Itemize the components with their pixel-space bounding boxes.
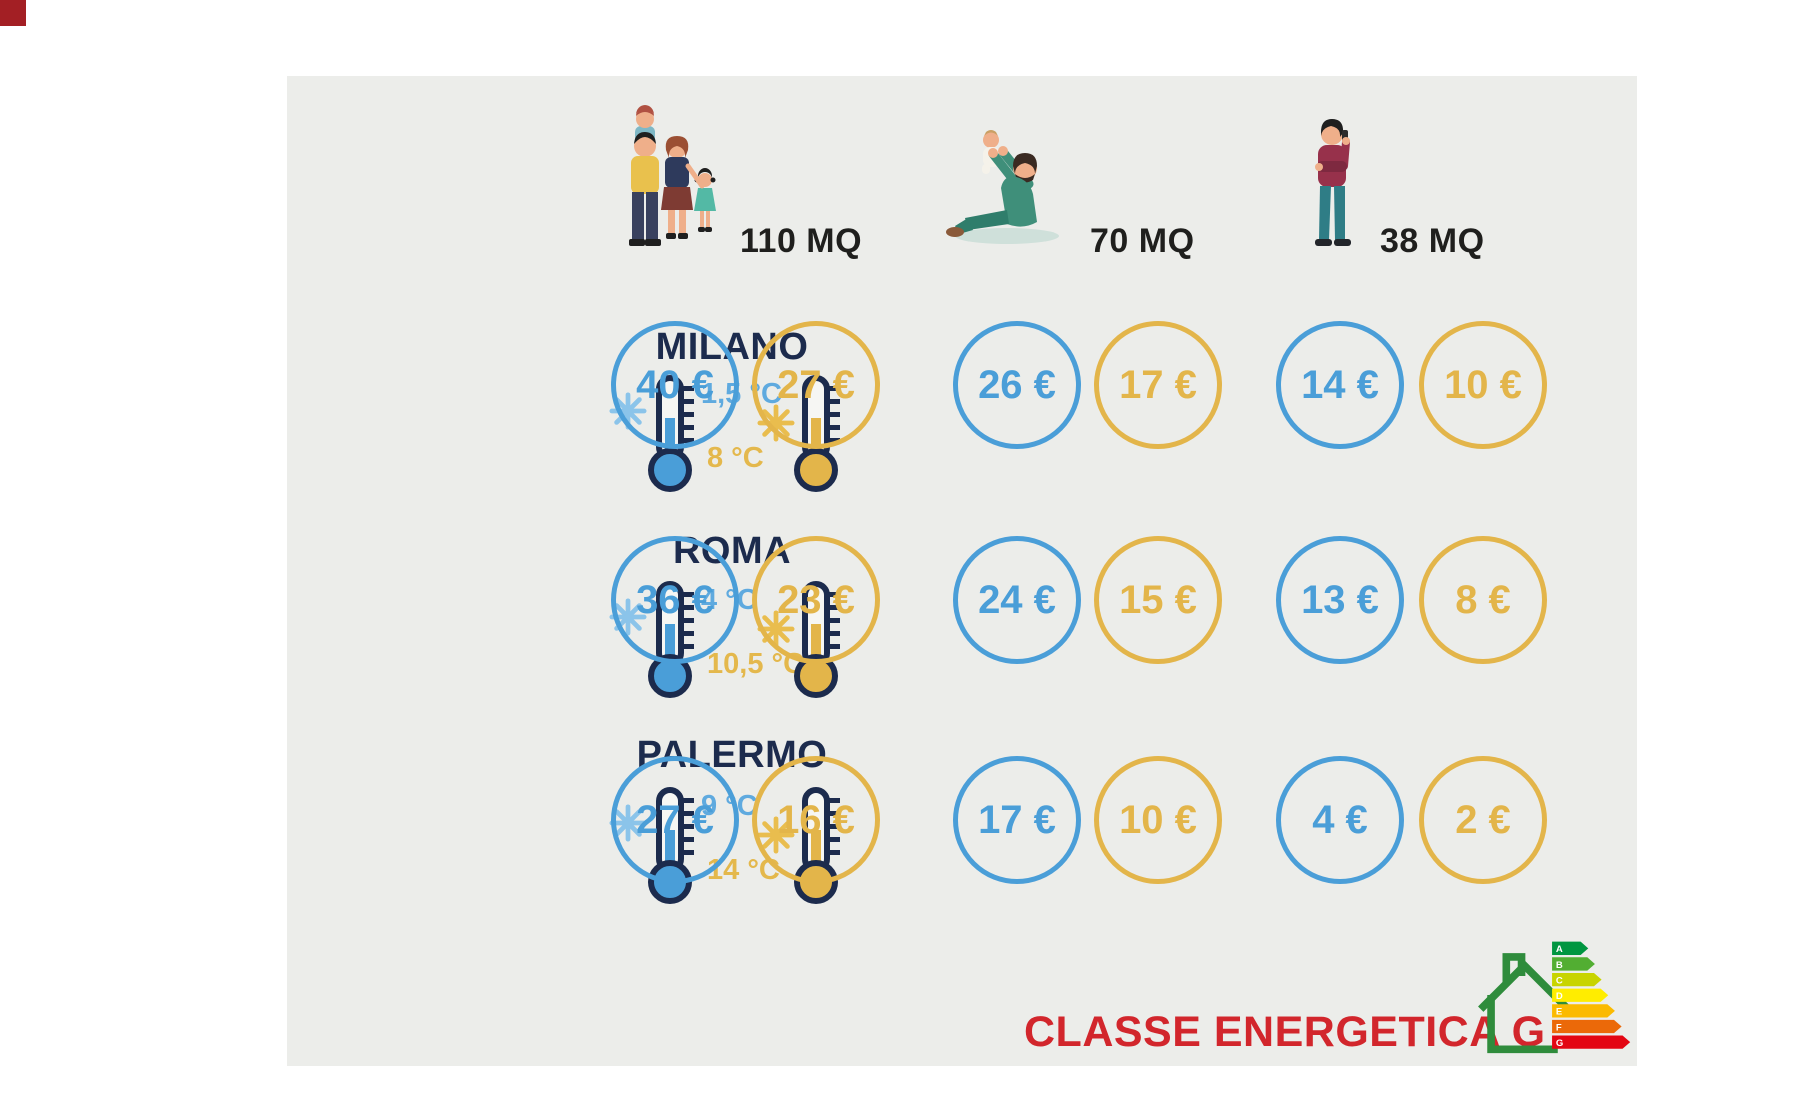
single-person-icon (1315, 119, 1351, 246)
svg-text:E: E (1556, 1007, 1562, 1018)
cost-circle-blue: 14 € (1276, 321, 1404, 449)
corner-mark (0, 0, 26, 26)
infographic-panel: 110 MQ 70 MQ (287, 76, 1637, 1066)
warm-temperature-value: 8 °C (707, 442, 764, 474)
cost-circle-blue: 13 € (1276, 536, 1404, 664)
cost-circle-blue: 40 € (611, 321, 739, 449)
cost-circle-yellow: 23 € (752, 536, 880, 664)
size-label-38mq: 38 MQ (1380, 222, 1485, 260)
cost-circle-blue: 17 € (953, 756, 1081, 884)
parent-with-baby-icon (946, 130, 1059, 244)
svg-text:D: D (1556, 991, 1563, 1002)
cost-circle-yellow: 8 € (1419, 536, 1547, 664)
size-label-110mq: 110 MQ (740, 222, 863, 260)
family-of-four-icon (629, 105, 716, 246)
cost-circle-blue: 4 € (1276, 756, 1404, 884)
cost-circle-blue: 26 € (953, 321, 1081, 449)
svg-text:G: G (1556, 1038, 1563, 1049)
svg-text:B: B (1556, 960, 1563, 971)
cost-circle-blue: 27 € (611, 756, 739, 884)
cost-circle-blue: 24 € (953, 536, 1081, 664)
svg-text:F: F (1556, 1022, 1562, 1033)
cost-circle-yellow: 10 € (1094, 756, 1222, 884)
svg-text:A: A (1556, 944, 1563, 955)
cost-circle-yellow: 17 € (1094, 321, 1222, 449)
size-label-70mq: 70 MQ (1090, 222, 1195, 260)
svg-text:C: C (1556, 975, 1563, 986)
cost-circle-yellow: 10 € (1419, 321, 1547, 449)
cost-circle-yellow: 27 € (752, 321, 880, 449)
cost-circle-yellow: 2 € (1419, 756, 1547, 884)
cost-circle-yellow: 15 € (1094, 536, 1222, 664)
cost-circle-blue: 36 € (611, 536, 739, 664)
energy-class-label: CLASSE ENERGETICA G (1024, 1008, 1546, 1056)
cost-circle-yellow: 16 € (752, 756, 880, 884)
